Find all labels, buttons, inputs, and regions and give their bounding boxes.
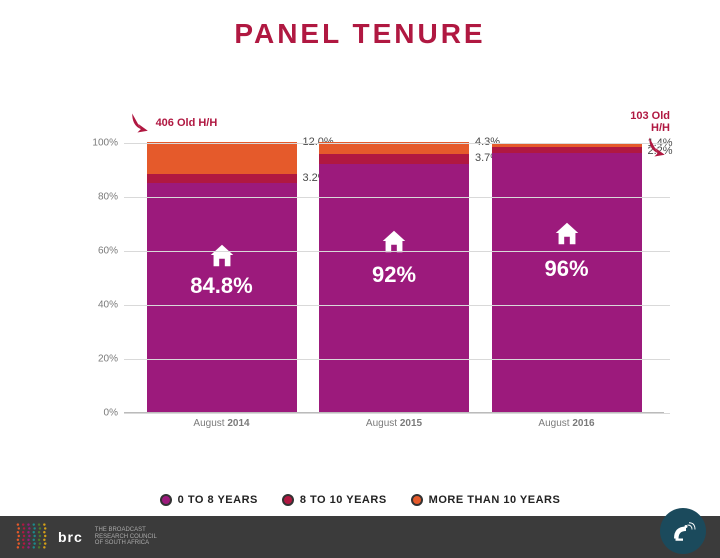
- bar-main-label: 92%: [319, 262, 469, 288]
- arrow-down-icon: [644, 134, 670, 160]
- y-tick-label: 100%: [92, 138, 118, 149]
- bar-main-label: 96%: [492, 256, 642, 282]
- gridline: [124, 413, 670, 414]
- bar-group: 84.8%12.0%3.2%: [147, 142, 297, 412]
- house-icon: [492, 218, 642, 253]
- brand-sub-2: RESEARCH COUNCIL: [95, 534, 157, 541]
- gridline: [124, 359, 670, 360]
- segment-8-10-years: [319, 154, 469, 164]
- segment-more-than-10-years: [147, 142, 297, 174]
- legend-item: 0 TO 8 YEARS: [160, 494, 258, 506]
- y-tick-label: 40%: [98, 300, 118, 311]
- legend-item: 8 TO 10 YEARS: [282, 494, 387, 506]
- bar-group: 92%4.3%3.7%: [319, 142, 469, 412]
- brand-sub-1: THE BROADCAST: [95, 527, 157, 534]
- callout: 406 Old H/H: [127, 110, 218, 136]
- legend-label: 8 TO 10 YEARS: [300, 494, 387, 506]
- legend-swatch: [282, 494, 294, 506]
- arrow-down-icon: [127, 110, 153, 136]
- segment-0-8-years: 96%: [492, 153, 642, 412]
- chart: 0% 20% 40% 60% 80% 100% 84.8%12.0%3.2%92%4.3%…: [80, 108, 670, 428]
- house-icon: [147, 240, 297, 275]
- page-title: PANEL TENURE: [0, 18, 720, 50]
- gridline: [124, 251, 670, 252]
- footer: 0 TO 8 YEARS 8 TO 10 YEARS MORE THAN 10 YE…: [0, 488, 720, 558]
- y-tick-label: 20%: [98, 354, 118, 365]
- segment-8-10-years: [147, 174, 297, 183]
- plot-area: 84.8%12.0%3.2%92%4.3%3.7%96%1.4%2.2%: [124, 143, 664, 413]
- y-tick-label: 0%: [104, 408, 118, 419]
- x-axis-label: August 2014: [147, 418, 297, 429]
- gridline: [124, 197, 670, 198]
- y-tick-label: 60%: [98, 246, 118, 257]
- footer-bar: brc THE BROADCAST RESEARCH COUNCIL OF SO…: [0, 516, 720, 558]
- brand-logo: brc THE BROADCAST RESEARCH COUNCIL OF SO…: [14, 522, 157, 552]
- x-axis-label: August 2015: [319, 418, 469, 429]
- brand-text: brc: [58, 529, 83, 545]
- gridline: [124, 305, 670, 306]
- legend: 0 TO 8 YEARS 8 TO 10 YEARS MORE THAN 10 YE…: [0, 494, 720, 506]
- legend-label: 0 TO 8 YEARS: [178, 494, 258, 506]
- y-tick-label: 80%: [98, 192, 118, 203]
- dish-icon: [668, 516, 698, 546]
- house-icon: [319, 226, 469, 261]
- legend-item: MORE THAN 10 YEARS: [411, 494, 561, 506]
- bar-main-label: 84.8%: [147, 273, 297, 299]
- brand-subtext: THE BROADCAST RESEARCH COUNCIL OF SOUTH …: [95, 527, 157, 547]
- segment-0-8-years: 92%: [319, 164, 469, 412]
- callout: 103 Old H/H: [612, 110, 671, 160]
- gridline: [124, 143, 670, 144]
- brand-dots-icon: [14, 522, 50, 552]
- x-axis-label: August 2016: [492, 418, 642, 429]
- legend-swatch: [411, 494, 423, 506]
- dish-badge: [660, 508, 706, 554]
- segment-0-8-years: 84.8%: [147, 183, 297, 412]
- y-axis: 0%20%40%60%80%100%: [80, 143, 124, 413]
- bar-group: 96%1.4%2.2%: [492, 142, 642, 412]
- legend-swatch: [160, 494, 172, 506]
- legend-label: MORE THAN 10 YEARS: [429, 494, 561, 506]
- brand-sub-3: OF SOUTH AFRICA: [95, 540, 157, 547]
